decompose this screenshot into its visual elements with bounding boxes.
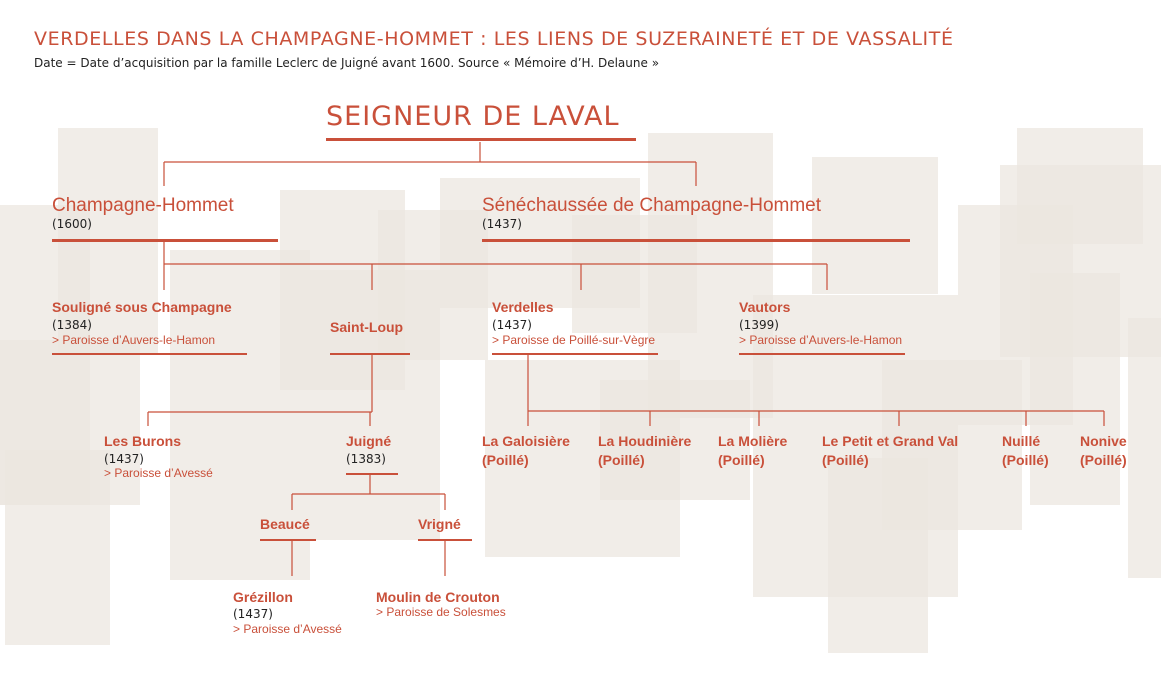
- verdelles-date: (1437): [492, 318, 532, 332]
- les-burons-parish: > Paroisse d’Avessé: [104, 466, 213, 480]
- les-burons-label: Les Burons: [104, 433, 182, 449]
- bg-block: [648, 133, 773, 418]
- nuille-sub: (Poillé): [1002, 452, 1049, 468]
- souligne-label: Souligné sous Champagne: [52, 299, 232, 315]
- moulin-de-crouton-parish: > Paroisse de Solesmes: [376, 605, 506, 619]
- bg-block: [1030, 273, 1120, 505]
- nonive-label: Nonive: [1080, 433, 1127, 449]
- juigne-underline: [346, 473, 398, 475]
- page-subtitle: Date = Date d’acquisition par la famille…: [34, 56, 660, 70]
- bg-block: [5, 450, 110, 645]
- petit-grand-val-label: Le Petit et Grand Val: [822, 433, 959, 449]
- saint-loup-label: Saint-Loup: [330, 319, 404, 335]
- root-node-label: SEIGNEUR DE LAVAL: [326, 101, 620, 132]
- moliere-label: La Molière: [718, 433, 788, 449]
- galoisiere-sub: (Poillé): [482, 452, 529, 468]
- les-burons-date: (1437): [104, 452, 144, 466]
- verdelles-underline: [492, 353, 658, 355]
- vrigne-label: Vrigné: [418, 516, 461, 532]
- houdiniere-label: La Houdinière: [598, 433, 692, 449]
- moliere-sub: (Poillé): [718, 452, 765, 468]
- verdelles-label: Verdelles: [492, 299, 554, 315]
- petit-grand-val-sub: (Poillé): [822, 452, 869, 468]
- juigne-date: (1383): [346, 452, 386, 466]
- root-underline: [326, 138, 636, 141]
- saint-loup-underline: [330, 353, 410, 355]
- grezillon-parish: > Paroisse d’Avessé: [233, 622, 342, 636]
- page-title: VERDELLES DANS LA CHAMPAGNE-HOMMET : LES…: [34, 28, 954, 50]
- senechaussee-underline: [482, 239, 910, 242]
- vrigne-underline: [418, 539, 472, 541]
- beauce-label: Beaucé: [260, 516, 310, 532]
- souligne-parish: > Paroisse d’Auvers-le-Hamon: [52, 333, 216, 347]
- grezillon-date: (1437): [233, 607, 273, 621]
- bg-block: [812, 157, 938, 294]
- senechaussee-date: (1437): [482, 217, 522, 231]
- verdelles-parish: > Paroisse de Poillé-sur-Vègre: [492, 333, 656, 347]
- moulin-de-crouton-label: Moulin de Crouton: [376, 589, 500, 605]
- bg-block: [1017, 128, 1143, 244]
- souligne-date: (1384): [52, 318, 92, 332]
- vautors-underline: [739, 353, 905, 355]
- beauce-underline: [260, 539, 316, 541]
- champagne-hommet-label: Champagne-Hommet: [52, 195, 234, 216]
- vautors-parish: > Paroisse d’Auvers-le-Hamon: [739, 333, 903, 347]
- champagne-hommet-date: (1600): [52, 217, 92, 231]
- champagne-hommet-underline: [52, 239, 278, 242]
- vautors-date: (1399): [739, 318, 779, 332]
- houdiniere-sub: (Poillé): [598, 452, 645, 468]
- nuille-label: Nuillé: [1002, 433, 1041, 449]
- juigne-label: Juigné: [346, 433, 392, 449]
- galoisiere-label: La Galoisière: [482, 433, 570, 449]
- bg-block: [1128, 318, 1161, 578]
- bg-block: [600, 380, 750, 500]
- nonive-sub: (Poillé): [1080, 452, 1127, 468]
- vautors-label: Vautors: [739, 299, 791, 315]
- souligne-underline: [52, 353, 247, 355]
- grezillon-label: Grézillon: [233, 589, 293, 605]
- senechaussee-label: Sénéchaussée de Champagne-Hommet: [482, 195, 822, 216]
